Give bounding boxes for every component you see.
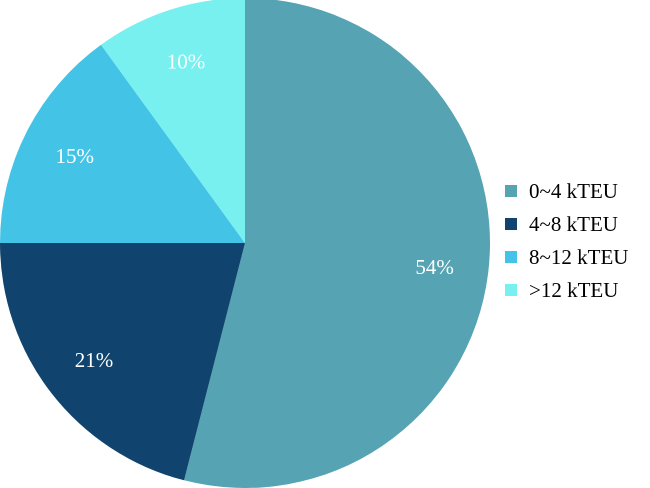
pie-slice-label-4-8-kteu: 21%: [75, 348, 114, 372]
legend-label-4-8-kteu: 4~8 kTEU: [529, 212, 618, 236]
pie-slice-label-8-12-kteu: 15%: [55, 144, 94, 168]
pie-slice-label-12-kteu: 10%: [167, 49, 206, 73]
legend-swatch-12-kteu: [505, 284, 517, 296]
pie-slice-8-12-kteu: [0, 44, 245, 243]
legend-swatch-4-8-kteu: [505, 218, 517, 230]
legend: 0~4 kTEU 4~8 kTEU 8~12 kTEU >12 kTEU: [505, 179, 628, 302]
legend-swatch-0-4-kteu: [505, 185, 517, 197]
pie-slice-12-kteu: [100, 0, 245, 243]
legend-label-0-4-kteu: 0~4 kTEU: [529, 179, 618, 203]
pie-slice-labels: 54% 21% 15% 10%: [55, 49, 453, 372]
legend-swatch-8-12-kteu: [505, 251, 517, 263]
pie-slice-label-0-4-kteu: 54%: [415, 255, 454, 279]
pie-slice-0-4-kteu: [184, 0, 490, 488]
pie-slices: [0, 0, 490, 488]
legend-label-8-12-kteu: 8~12 kTEU: [529, 245, 628, 269]
legend-label-12-kteu: >12 kTEU: [529, 278, 618, 302]
pie-slice-4-8-kteu: [0, 243, 245, 481]
